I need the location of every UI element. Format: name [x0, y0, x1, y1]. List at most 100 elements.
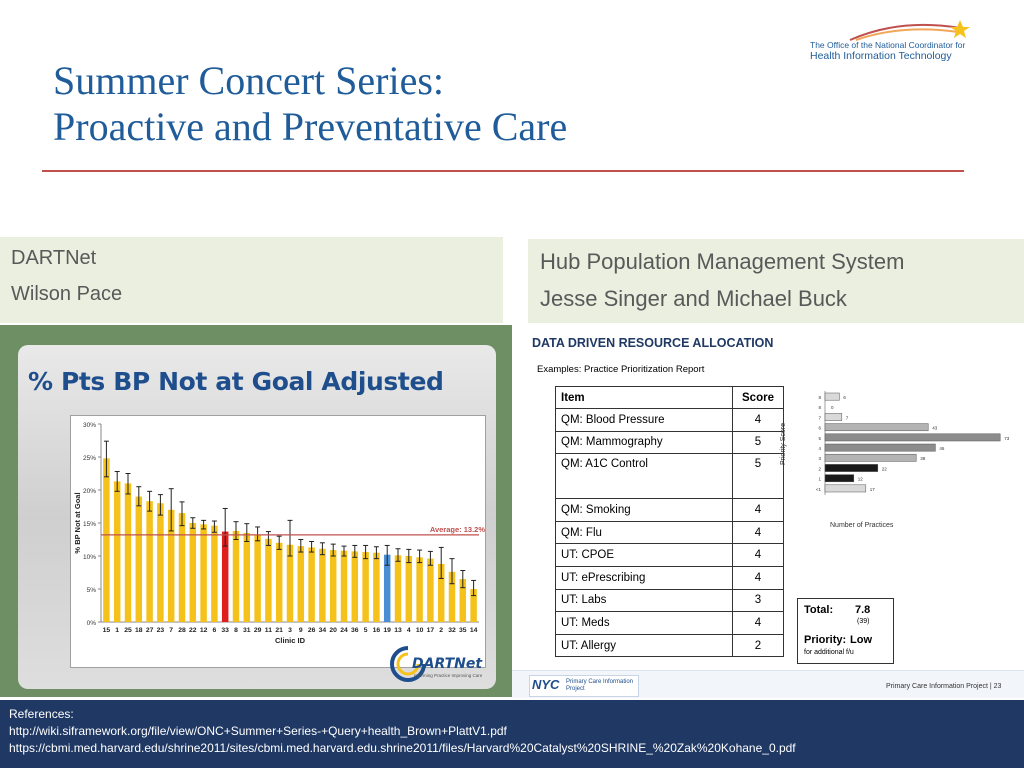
hub-heading: Hub Population Management System	[540, 249, 905, 274]
x-tick-label: 26	[308, 627, 316, 634]
mini-category-label: 6	[818, 426, 821, 431]
x-tick-label: 19	[383, 627, 391, 634]
table-row: UT: Allergy 2	[555, 633, 784, 658]
bar-clinic-4	[405, 556, 413, 622]
x-tick-label: 22	[189, 627, 197, 634]
table-cell-item: UT: ePrescribing	[555, 565, 733, 590]
bar-clinic-8	[232, 530, 240, 622]
table-row: QM: Mammography 5	[555, 430, 784, 455]
prioritization-report-image: DATA DRIVEN RESOURCE ALLOCATION Examples…	[512, 325, 1024, 699]
priority-chart-ylabel: Priority Score	[780, 422, 787, 465]
bar-clinic-5	[362, 552, 369, 622]
table-row: QM: Flu 4	[555, 520, 784, 545]
mini-bar	[824, 464, 879, 472]
mini-value-label: 17	[870, 487, 876, 492]
bar-clinic-7	[167, 509, 175, 622]
title-divider	[42, 170, 964, 172]
bar-clinic-23	[157, 503, 164, 622]
bar-clinic-32	[448, 571, 456, 622]
table-cell-item: QM: A1C Control	[555, 453, 733, 500]
mini-value-label: 0	[831, 405, 834, 410]
x-tick-label: 29	[254, 627, 262, 634]
x-tick-label: 7	[169, 627, 173, 634]
y-tick-label: 30%	[83, 422, 96, 429]
mini-category-label: <1	[816, 487, 822, 492]
dartnet-chart-image: % Pts BP Not at Goal Adjusted 0% 5% 10% 15%…	[0, 325, 512, 697]
nyc-health-logo: NYC Primary Care Information Project	[529, 675, 639, 697]
bar-clinic-24	[340, 550, 348, 622]
x-tick-label: 10	[416, 627, 424, 634]
mini-category-label: 3	[818, 456, 821, 461]
mini-bar	[824, 413, 843, 421]
total-value: 7.8	[855, 604, 871, 616]
bar-clinic-25	[124, 483, 132, 622]
bar-clinic-3	[286, 544, 294, 622]
total-summary-box: Total: 7.8 (39) Priority: Low for additi…	[797, 598, 894, 664]
x-tick-label: 18	[135, 627, 143, 634]
reference-link-1[interactable]: http://wiki.siframework.org/file/view/ON…	[9, 724, 507, 738]
table-cell-item: QM: Smoking	[555, 498, 733, 522]
table-row: QM: Smoking 4	[555, 498, 784, 522]
bar-clinic-9	[297, 546, 305, 622]
table-header-item: Item	[555, 386, 733, 409]
bar-clinic-34	[319, 548, 326, 622]
onc-logo-line1: The Office of the National Coordinator f…	[810, 40, 966, 50]
table-cell-item: QM: Flu	[555, 520, 733, 545]
dartnet-chart-card: % Pts BP Not at Goal Adjusted 0% 5% 10% 15%…	[18, 345, 496, 689]
bar-clinic-6	[211, 525, 218, 622]
prioritization-table: Item Score QM: Blood Pressure 4 QM: Mamm…	[555, 386, 784, 658]
table-cell-score: 4	[732, 565, 784, 590]
x-tick-label: 27	[146, 627, 154, 634]
total-label: Total:	[804, 604, 834, 616]
mini-bar	[824, 433, 1001, 442]
table-cell-item: QM: Blood Pressure	[555, 408, 733, 432]
table-row: QM: Blood Pressure 4	[555, 408, 784, 432]
x-tick-label: 15	[103, 627, 111, 634]
table-cell-score: 4	[732, 520, 784, 545]
table-cell-item: UT: Allergy	[555, 633, 733, 658]
mini-bar	[824, 453, 917, 462]
table-cell-score: 3	[732, 588, 784, 613]
y-axis-label: % BP Not at Goal	[73, 492, 82, 553]
y-tick-label: 15%	[83, 521, 96, 528]
bar-clinic-10	[416, 557, 423, 622]
mini-bar	[824, 392, 840, 401]
total-paren-value: (39)	[857, 618, 870, 625]
x-tick-label: 36	[351, 627, 359, 634]
mini-value-label: 38	[920, 456, 926, 461]
dartnet-logo-text: DARTNet	[412, 656, 483, 672]
references-bar: References: http://wiki.siframework.org/…	[0, 700, 1024, 768]
priority-value: Low	[850, 634, 872, 646]
table-cell-item: QM: Mammography	[555, 430, 733, 455]
dartnet-panel-header: DARTNet Wilson Pace	[0, 237, 503, 323]
y-tick-label: 0%	[87, 620, 97, 627]
mini-bar	[824, 443, 936, 452]
table-row: QM: A1C Control 5	[555, 453, 784, 500]
x-tick-label: 6	[213, 627, 217, 634]
reference-link-2[interactable]: https://cbmi.med.harvard.edu/shrine2011/…	[9, 741, 796, 755]
x-tick-label: 3	[288, 627, 292, 634]
mini-bar	[824, 423, 929, 432]
x-tick-label: 28	[178, 627, 186, 634]
bar-clinic-13	[394, 555, 402, 622]
table-row: UT: Labs 3	[555, 588, 784, 613]
bp-chart-svg: 0%5%10%15%20%25%30%15 1 25 18 27 23 7 28 22 12 6 33…	[73, 422, 485, 645]
x-tick-label: 35	[459, 627, 467, 634]
mini-category-label: 8	[818, 405, 821, 410]
dartnet-chart-title: % Pts BP Not at Goal Adjusted	[28, 367, 444, 396]
table-cell-score: 5	[732, 430, 784, 455]
mini-category-label: 8	[818, 395, 821, 400]
priority-note: for additional f/u	[804, 649, 854, 656]
x-tick-label: 4	[407, 627, 411, 634]
table-cell-score: 4	[732, 543, 784, 567]
bar-clinic-15	[103, 458, 110, 622]
report-subtitle: Examples: Practice Prioritization Report	[537, 364, 705, 375]
bar-clinic-1	[113, 481, 121, 622]
references-label: References:	[9, 707, 74, 721]
bp-chart-plot: 0% 5% 10% 15% 20% 25% 30% 15 1 25 18 27 23 7 28 22 12 6 33…	[70, 415, 486, 668]
table-cell-score: 4	[732, 498, 784, 522]
bar-clinic-36	[351, 551, 359, 622]
x-tick-label: 11	[265, 627, 272, 634]
table-cell-score: 4	[732, 408, 784, 432]
x-tick-label: 17	[427, 627, 435, 634]
